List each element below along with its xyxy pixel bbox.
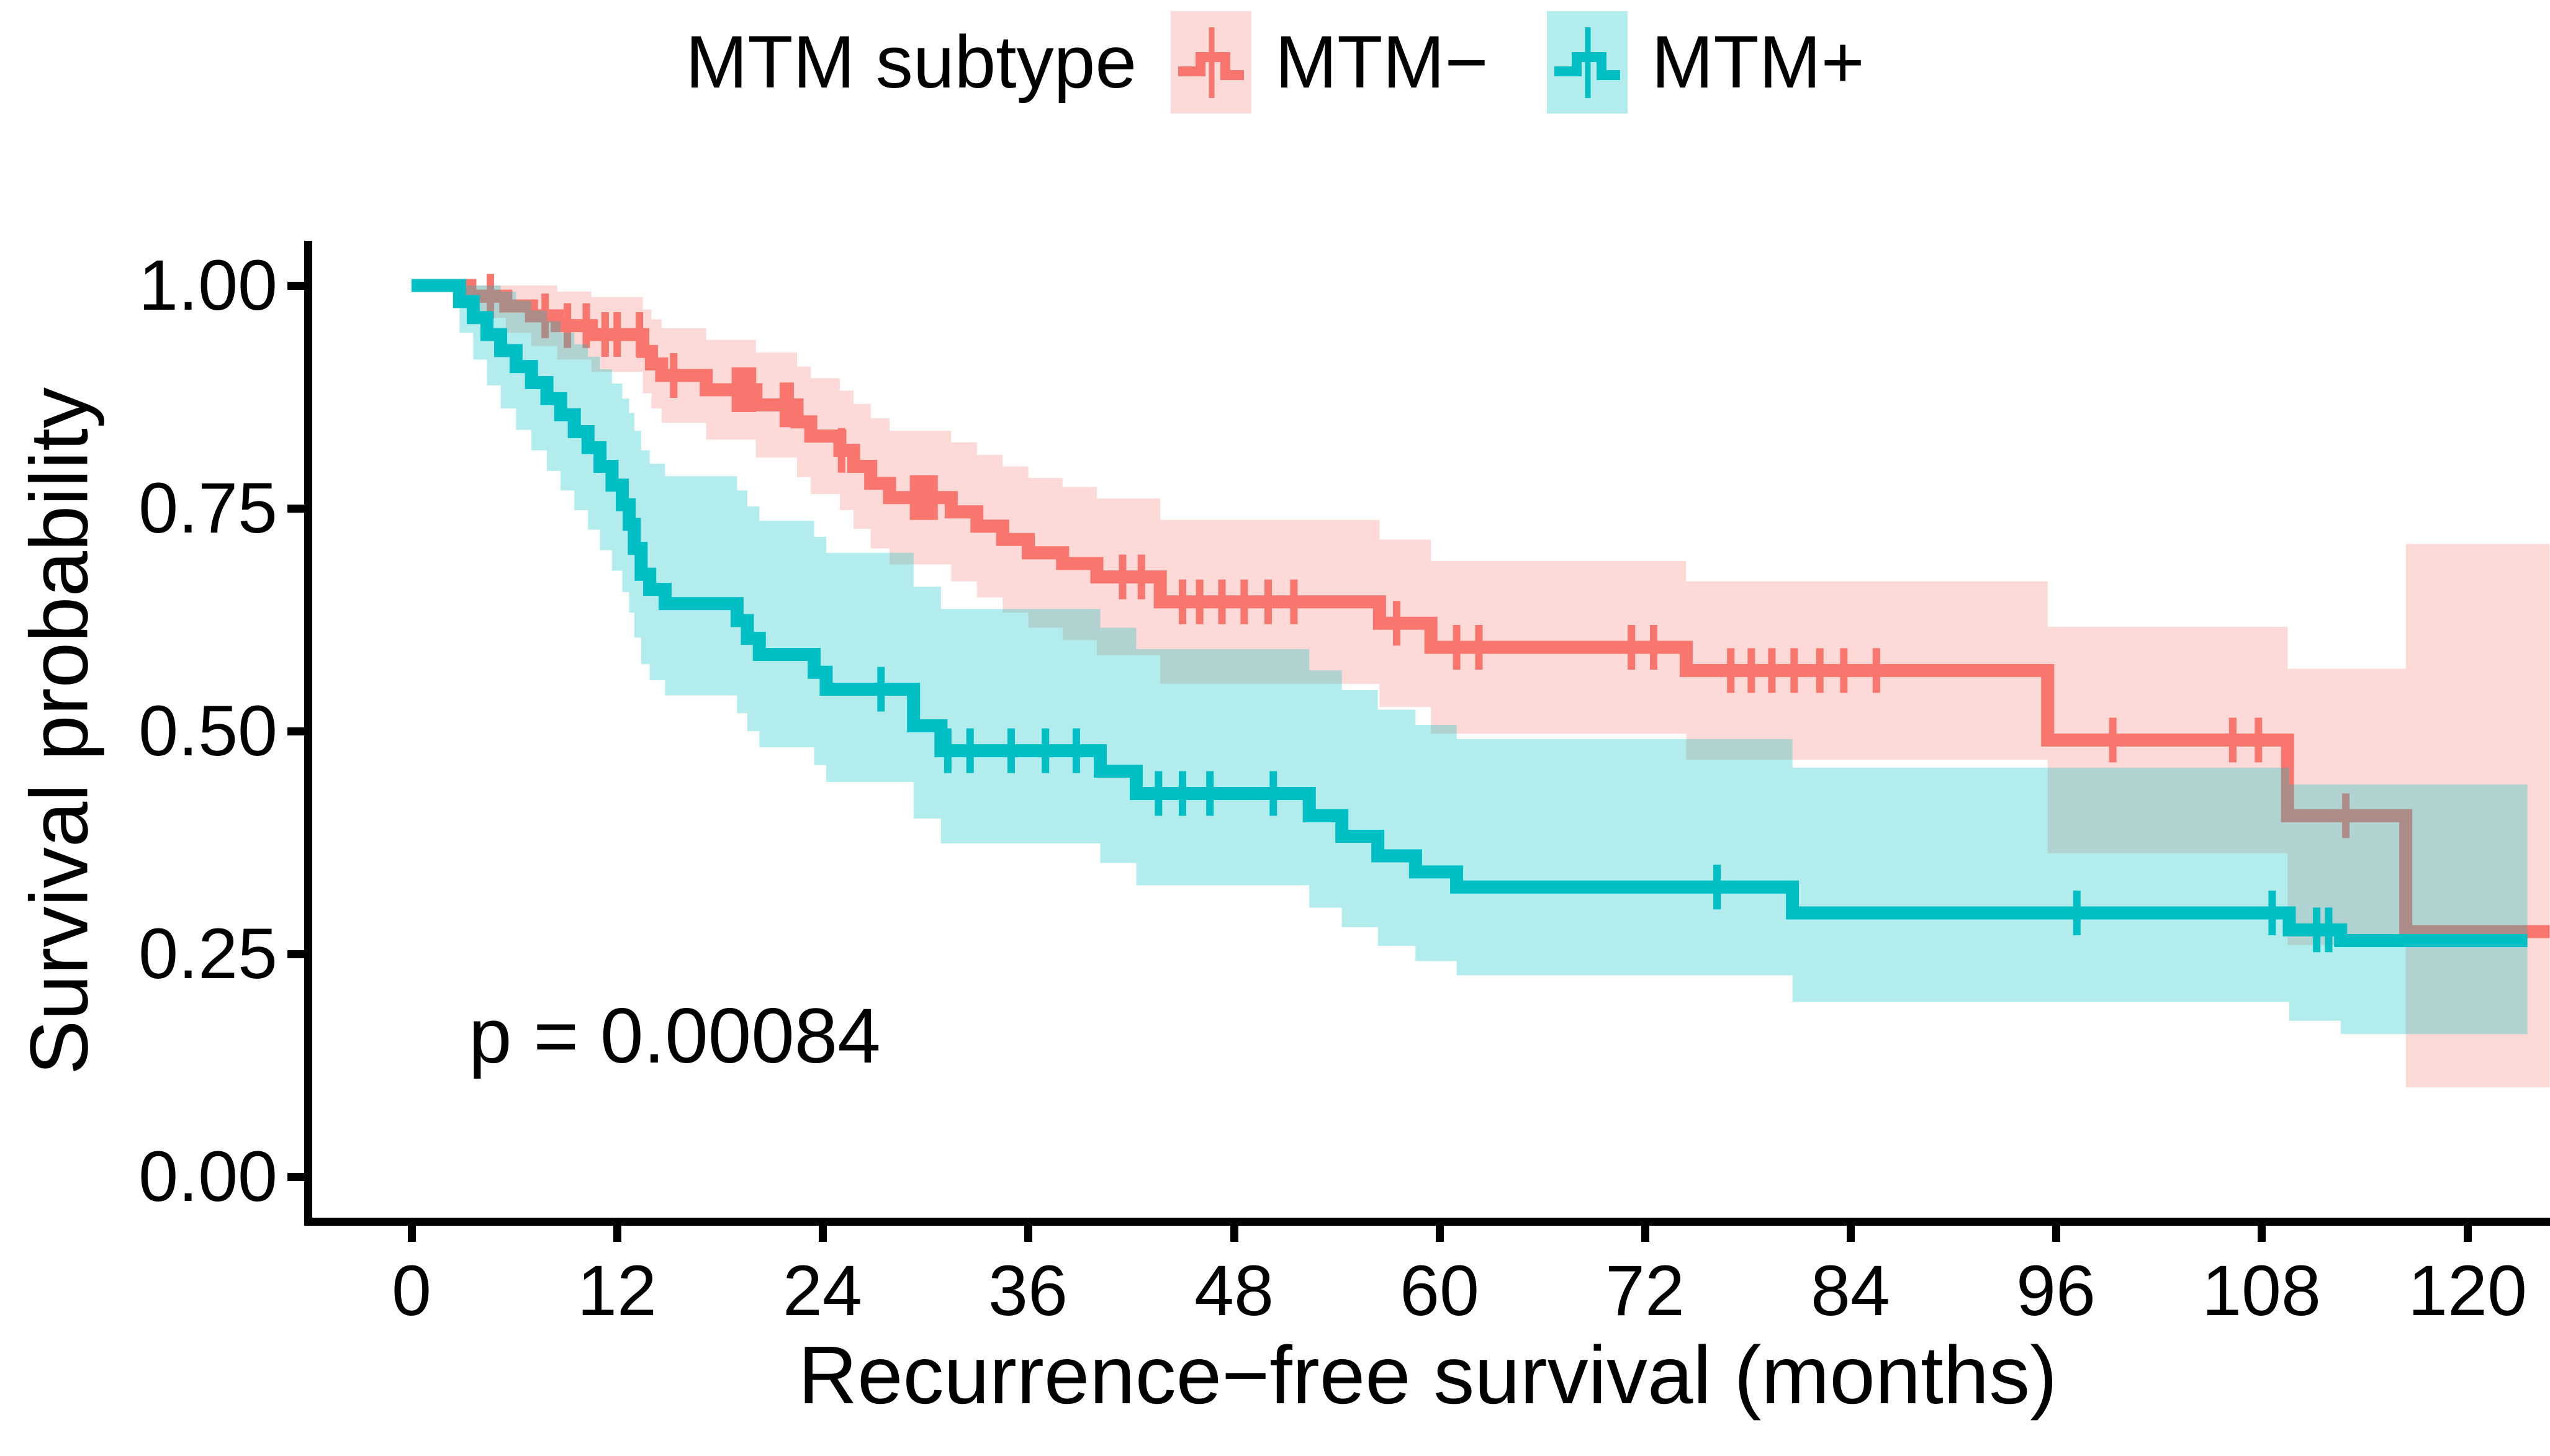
km-curve-mtm-minus (412, 279, 2550, 938)
confidence-band-mtm-minus (412, 285, 2550, 1088)
censor-ticks-mtm-minus (486, 274, 2350, 838)
x-axis-line (304, 1218, 2550, 1226)
x-axis-tick-label: 36 (988, 1251, 1068, 1331)
km-curve-key-icon (1171, 11, 1252, 114)
x-axis-tick-label: 60 (1400, 1251, 1479, 1331)
y-axis-line (304, 241, 312, 1225)
censor-ticks-mtm-plus (877, 667, 2333, 953)
legend-item-mtm-minus: MTM− (1171, 11, 1488, 114)
legend: MTM subtype MTM− MTM+ (0, 11, 2550, 114)
legend-key-step-line (1178, 52, 1245, 80)
x-axis-tick (1435, 1226, 1444, 1242)
confidence-band-mtm-plus (412, 285, 2528, 1035)
x-axis-tick-label: 0 (392, 1251, 431, 1331)
legend-key-step-line (1554, 52, 1621, 80)
p-value-annotation: p = 0.00084 (469, 993, 881, 1079)
y-axis-tick (287, 1172, 306, 1181)
x-axis-tick-label: 108 (2202, 1251, 2321, 1331)
y-axis-tick-label: 0.25 (138, 914, 277, 994)
legend-item-mtm-plus: MTM+ (1547, 11, 1865, 114)
x-axis-tick-label: 84 (1811, 1251, 1890, 1331)
x-axis-tick (1230, 1226, 1238, 1242)
y-axis-tick (287, 504, 306, 513)
x-axis-tick (407, 1226, 416, 1242)
x-axis-tick-label: 72 (1605, 1251, 1685, 1331)
y-axis-tick-label: 0.00 (138, 1137, 277, 1216)
legend-label-mtm-minus: MTM− (1275, 20, 1489, 104)
y-axis-tick-label: 1.00 (138, 246, 277, 325)
x-axis-tick-label: 96 (2016, 1251, 2096, 1331)
legend-title: MTM subtype (685, 20, 1137, 104)
y-axis-tick-label: 0.75 (138, 469, 277, 548)
legend-label-mtm-plus: MTM+ (1651, 20, 1865, 104)
km-curve-key-icon (1547, 11, 1628, 114)
x-axis-tick (2052, 1226, 2060, 1242)
x-axis-tick (1024, 1226, 1032, 1242)
x-axis-tick-label: 48 (1194, 1251, 1274, 1331)
x-axis-tick-label: 24 (783, 1251, 862, 1331)
x-axis-tick-label: 12 (577, 1251, 657, 1331)
km-curve-mtm-plus (412, 279, 2528, 947)
y-axis-tick-label: 0.50 (138, 691, 277, 771)
x-axis-tick-label: 120 (2408, 1251, 2527, 1331)
y-axis-tick (287, 727, 306, 735)
y-axis-tick (287, 281, 306, 290)
x-axis-tick (1641, 1226, 1649, 1242)
x-axis-tick (2257, 1226, 2266, 1242)
x-axis-title: Recurrence−free survival (months) (798, 1329, 2058, 1421)
x-axis-tick (1846, 1226, 1855, 1242)
x-axis-tick (613, 1226, 621, 1242)
x-axis-tick (818, 1226, 827, 1242)
y-axis-tick (287, 950, 306, 958)
x-axis-tick (2463, 1226, 2472, 1242)
km-plot-panel (412, 274, 2550, 1088)
